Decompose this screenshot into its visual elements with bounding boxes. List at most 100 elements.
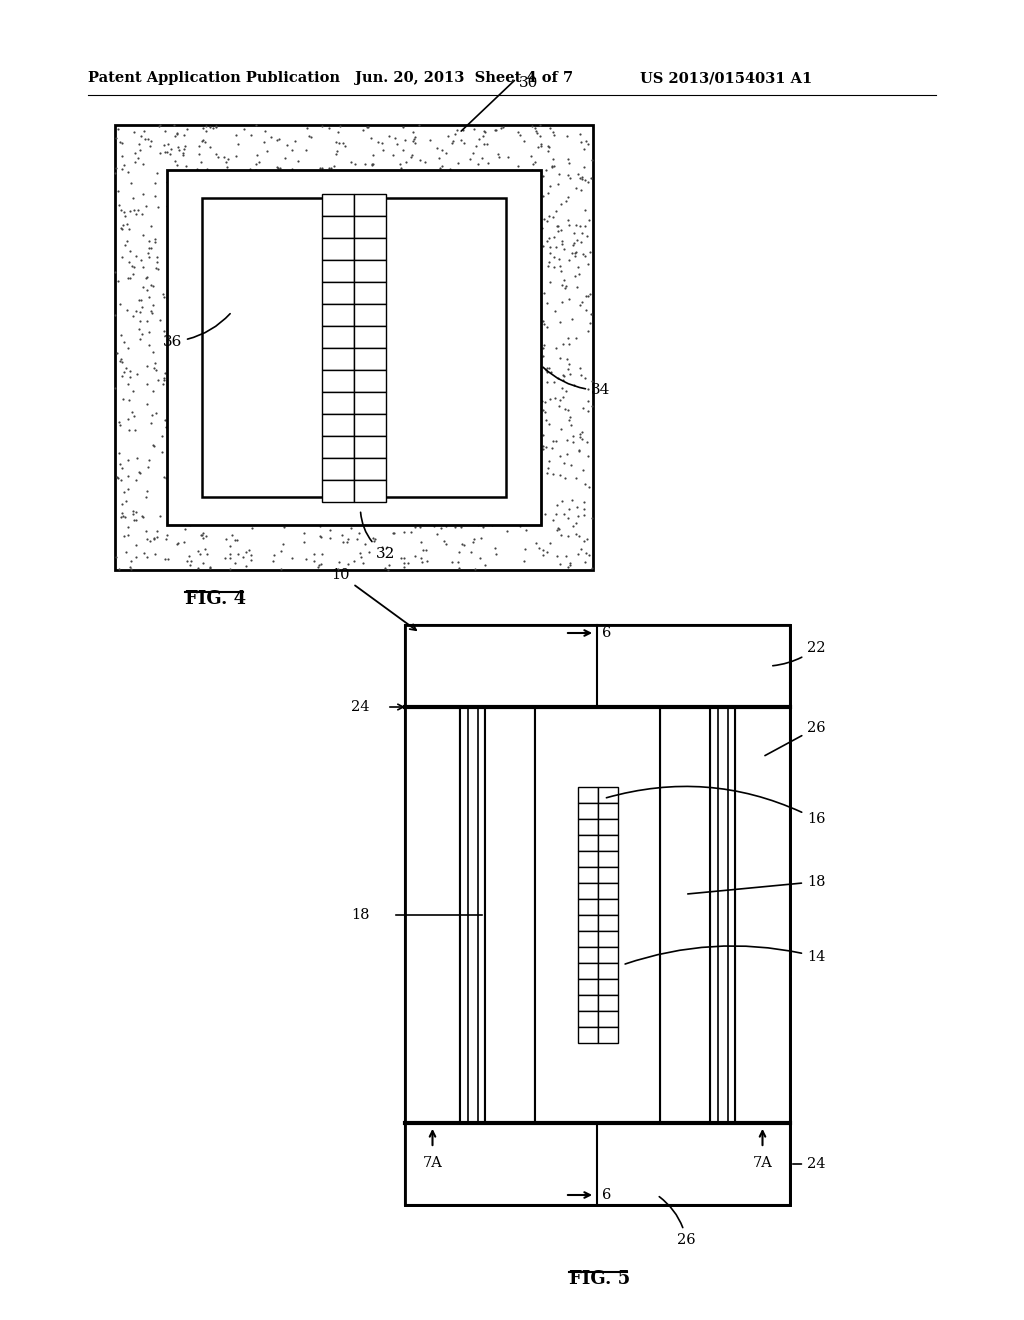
Point	[595, 825, 611, 846]
Point	[375, 441, 391, 462]
Point	[715, 1125, 731, 1146]
Point	[637, 1181, 653, 1203]
Point	[243, 433, 259, 454]
Point	[614, 1113, 631, 1134]
Point	[371, 285, 387, 306]
Point	[120, 449, 136, 470]
Point	[301, 125, 317, 147]
Point	[675, 640, 691, 661]
Point	[560, 525, 577, 546]
Point	[504, 1097, 520, 1118]
Point	[526, 684, 543, 705]
Point	[589, 849, 605, 870]
Point	[447, 950, 464, 972]
Point	[404, 350, 421, 371]
Point	[310, 331, 327, 352]
Point	[630, 1039, 646, 1060]
Point	[342, 242, 358, 263]
Point	[474, 487, 490, 508]
Point	[420, 463, 436, 484]
Point	[372, 499, 388, 520]
Point	[275, 469, 292, 490]
Point	[516, 1148, 532, 1170]
Point	[360, 203, 377, 224]
Point	[568, 1068, 585, 1089]
Point	[114, 132, 130, 153]
Point	[408, 503, 424, 524]
Point	[126, 199, 142, 220]
Point	[475, 284, 492, 305]
Point	[429, 808, 445, 829]
Point	[265, 486, 282, 507]
Point	[312, 164, 329, 185]
Point	[426, 403, 442, 424]
Point	[428, 1123, 444, 1144]
Point	[475, 474, 492, 495]
Point	[592, 746, 608, 767]
Point	[395, 521, 412, 543]
Point	[338, 429, 354, 450]
Point	[426, 837, 442, 858]
Point	[434, 169, 451, 190]
Point	[217, 350, 233, 371]
Point	[122, 557, 138, 578]
Point	[331, 132, 347, 153]
Point	[343, 296, 359, 317]
Point	[202, 297, 218, 318]
Point	[564, 1104, 581, 1125]
Point	[132, 462, 148, 483]
Point	[173, 343, 189, 364]
Point	[681, 1094, 697, 1115]
Point	[526, 467, 543, 488]
Point	[472, 528, 488, 549]
Point	[540, 458, 556, 479]
Bar	[597, 787, 617, 803]
Point	[639, 937, 655, 958]
Point	[761, 756, 777, 777]
Point	[247, 160, 263, 181]
Point	[264, 203, 281, 224]
Point	[645, 694, 662, 715]
Point	[532, 135, 549, 156]
Point	[404, 903, 421, 924]
Point	[236, 421, 252, 442]
Point	[536, 891, 552, 912]
Point	[241, 256, 257, 277]
Point	[603, 698, 620, 719]
Point	[585, 1002, 601, 1023]
Point	[299, 206, 315, 227]
Point	[175, 143, 191, 164]
Point	[412, 149, 428, 170]
Point	[257, 180, 273, 201]
Point	[575, 908, 592, 929]
Point	[395, 491, 412, 512]
Point	[157, 409, 173, 430]
Point	[731, 704, 748, 725]
Point	[646, 640, 663, 661]
Point	[575, 812, 592, 833]
Point	[601, 1020, 617, 1041]
Point	[555, 1175, 571, 1196]
Point	[466, 223, 482, 244]
Point	[541, 137, 557, 158]
Point	[606, 1111, 623, 1133]
Point	[295, 323, 311, 345]
Point	[615, 1022, 632, 1043]
Point	[237, 230, 253, 251]
Point	[381, 384, 397, 405]
Point	[427, 335, 443, 356]
Point	[422, 805, 438, 826]
Point	[541, 814, 557, 836]
Point	[424, 1105, 440, 1126]
Point	[738, 904, 755, 925]
Point	[693, 644, 710, 665]
Point	[402, 417, 419, 438]
Point	[419, 824, 435, 845]
Point	[556, 1179, 572, 1200]
Point	[460, 668, 476, 689]
Point	[243, 213, 259, 234]
Point	[466, 1162, 482, 1183]
Point	[432, 1052, 449, 1073]
Point	[321, 375, 337, 396]
Point	[585, 1072, 601, 1093]
